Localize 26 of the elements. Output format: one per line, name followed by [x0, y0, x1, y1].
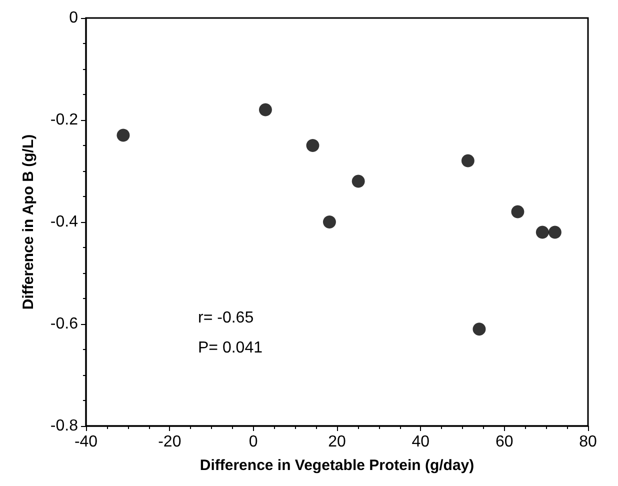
- point: [536, 226, 549, 239]
- x-tick-label: 60: [495, 434, 514, 450]
- point: [306, 139, 320, 152]
- y-tick-label: -0.4: [50, 214, 78, 230]
- annotation: r= -0.65: [198, 310, 254, 326]
- point: [352, 174, 365, 188]
- point: [258, 103, 272, 116]
- point: [548, 226, 562, 239]
- y-tick-label: 0: [69, 10, 78, 26]
- x-tick-label: 80: [579, 434, 597, 450]
- y-tick-label: -0.8: [50, 418, 78, 434]
- x-tick-label: 20: [328, 434, 346, 450]
- x-tick-label: 0: [248, 434, 258, 450]
- point: [322, 216, 336, 228]
- x-tick-label: 40: [412, 434, 430, 450]
- point: [461, 154, 474, 168]
- x-tick-label: -20: [158, 434, 182, 450]
- x-axis-title: Difference in Vegetable Protein (g/day): [200, 457, 474, 474]
- point: [511, 205, 524, 218]
- point: [472, 322, 486, 336]
- y-tick-label: -0.6: [50, 316, 78, 332]
- point: [116, 128, 130, 142]
- y-axis-title: Difference in Apo B (g/L): [20, 134, 37, 310]
- annotation: P= 0.041: [198, 340, 263, 356]
- x-tick-label: -40: [74, 434, 98, 450]
- y-tick-label: -0.2: [50, 112, 78, 128]
